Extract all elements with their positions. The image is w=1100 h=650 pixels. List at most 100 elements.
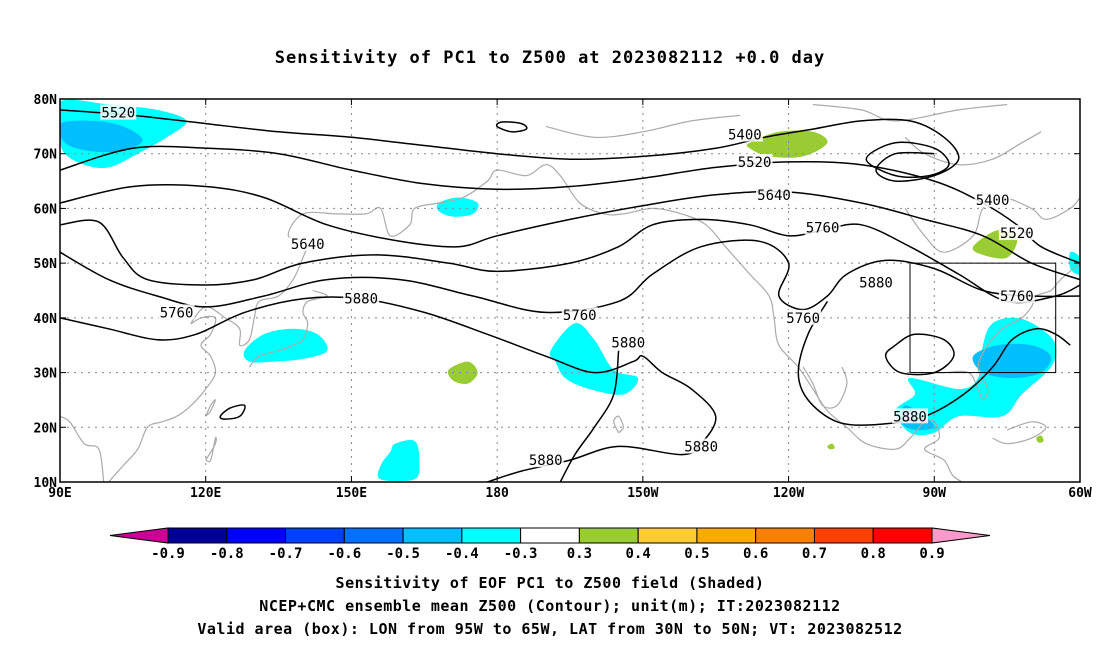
colorbar-tick-label: -0.9 [151, 546, 185, 562]
colorbar-swatch [520, 527, 580, 544]
colorbar-tick-label: 0.3 [567, 546, 592, 562]
shaded-region [549, 323, 639, 395]
lon-tick-label: 120W [773, 486, 804, 501]
colorbar-swatch [578, 527, 639, 544]
z500-contour [60, 296, 717, 482]
contour-label: 5640 [291, 237, 325, 253]
coastline [205, 399, 217, 417]
colorbar-swatch [461, 527, 522, 544]
z500-contour [60, 145, 1080, 264]
contour-label: 5520 [101, 106, 135, 122]
lon-tick-label: 90W [923, 486, 947, 501]
lon-tick-label: 120E [190, 486, 221, 501]
colorbar-swatch [872, 527, 933, 544]
coastline [545, 114, 741, 139]
lat-tick-label: 50N [34, 257, 58, 272]
contour-label: 5880 [611, 335, 645, 351]
z500-contour [559, 350, 620, 482]
z500-contour [60, 109, 960, 183]
shaded-region [377, 439, 420, 482]
z500-contour [219, 404, 246, 420]
lat-tick-label: 20N [34, 421, 58, 436]
contour-label: 5880 [893, 409, 927, 425]
z500-contour [865, 141, 950, 179]
coastline [802, 366, 848, 409]
contour-label: 5640 [757, 188, 791, 204]
contour-label-bg [756, 186, 792, 202]
colorbar-tick-label: -0.6 [327, 546, 361, 562]
colorbar-tick-label: -0.4 [445, 546, 479, 562]
lat-tick-label: 40N [34, 312, 58, 327]
contour-label: 5400 [728, 128, 762, 144]
sensitivity-shading [60, 99, 1080, 482]
shaded-region [827, 443, 835, 450]
coastline [812, 103, 1008, 122]
contour-label: 5760 [1000, 289, 1034, 305]
colorbar-tick-label: 0.5 [684, 546, 709, 562]
coastline [248, 289, 328, 368]
colorbar-swatch [167, 527, 228, 544]
colorbar-tick-label: 0.6 [743, 546, 768, 562]
lon-tick-label: 60W [1068, 486, 1092, 501]
colorbar-tick-label: 0.8 [861, 546, 886, 562]
colorbar: -0.9 -0.8 -0.7 -0.6 -0.5 -0.4 -0.3 0.3 0.4 0.5 0.6… [109, 527, 991, 562]
contour-label-bg [858, 274, 894, 290]
contour-label-bg [100, 104, 137, 120]
lon-tick-label: 180 [485, 486, 509, 501]
contour-label-bg [892, 408, 928, 424]
z500-contour [60, 239, 1080, 314]
contour-label-bg [610, 334, 647, 350]
contour-label: 5880 [684, 439, 718, 455]
coastline [613, 415, 625, 434]
coastline [60, 415, 105, 482]
contour-label-bg [158, 304, 195, 320]
shaded-region [1036, 435, 1044, 443]
colorbar-tick-label: 0.7 [802, 546, 827, 562]
contour-label-bg [683, 438, 720, 454]
colorbar-tick-label: 0.9 [919, 546, 944, 562]
colorbar-swatch [343, 527, 404, 544]
contour-label: 5760 [160, 305, 194, 321]
contour-label-bg [998, 287, 1035, 303]
colorbar-left-arrow [109, 527, 169, 544]
contour-label-bg [974, 192, 1011, 208]
lat-tick-label: 70N [34, 148, 58, 163]
lon-tick-label: 90E [48, 486, 71, 501]
contour-label-bg [289, 235, 326, 251]
contour-label: 5520 [738, 155, 772, 171]
caption-contour: NCEP+CMC ensemble mean Z500 (Contour); u… [259, 597, 841, 615]
colorbar-swatch [637, 527, 698, 544]
lat-tick-label: 30N [34, 367, 58, 382]
contour-label-bg [343, 290, 380, 306]
contour-label: 5880 [859, 275, 893, 291]
contour-label: 5400 [976, 193, 1010, 209]
z500-contour [60, 218, 1080, 304]
shaded-region [60, 120, 143, 153]
map-title: Sensitivity of PC1 to Z500 at 2023082112… [274, 48, 826, 68]
shaded-region [972, 343, 1052, 378]
lat-tick-label: 60N [34, 202, 58, 217]
caption-shaded: Sensitivity of EOF PC1 to Z500 field (Sh… [335, 574, 765, 592]
valid-area-rect [909, 262, 1057, 374]
z500-contour [884, 333, 955, 376]
colorbar-tick-label: -0.3 [504, 546, 538, 562]
shaded-region [243, 328, 328, 363]
contour-label: 5880 [529, 453, 563, 469]
colorbar-tick-label: -0.7 [269, 546, 303, 562]
caption-valid-area: Valid area (box): LON from 95W to 65W, L… [197, 620, 903, 638]
lat-tick-label: 80N [34, 93, 58, 108]
z500-contour [495, 121, 528, 133]
contour-label-bg [998, 225, 1035, 241]
valid-area-box [909, 262, 1057, 374]
colorbar-swatch [813, 527, 874, 544]
lon-tick-label: 150E [336, 486, 367, 501]
z500-contour [60, 184, 1080, 281]
contour-label-bg [736, 153, 773, 169]
map-frame [59, 98, 1081, 483]
colorbar-swatch [285, 527, 345, 544]
coastline [904, 131, 1042, 166]
contour-label-bg [804, 219, 841, 235]
colorbar-tick-label: -0.5 [386, 546, 420, 562]
coastline [108, 164, 964, 482]
contour-label: 5880 [344, 292, 378, 308]
